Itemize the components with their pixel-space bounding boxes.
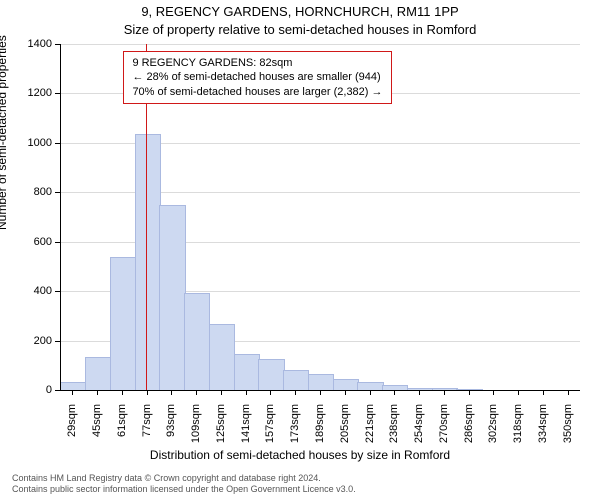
histogram-bar [308,374,334,390]
x-tick-label: 29sqm [66,404,78,464]
x-tick-label: 286sqm [463,404,475,464]
x-tick-label: 93sqm [165,404,177,464]
histogram-bar [110,257,136,390]
y-tick-mark [55,44,60,45]
y-tick-mark [55,93,60,94]
histogram-bar [357,382,383,390]
histogram-bar [209,324,235,390]
y-tick-mark [55,390,60,391]
histogram-bar [60,382,86,390]
x-tick-mark [345,390,346,395]
plot-area: 9 REGENCY GARDENS: 82sqm← 28% of semi-de… [60,44,580,390]
info-box-line: ← 28% of semi-detached houses are smalle… [132,70,382,84]
x-tick-label: 77sqm [141,404,153,464]
x-tick-mark [246,390,247,395]
x-tick-mark [444,390,445,395]
x-tick-label: 109sqm [190,404,202,464]
x-tick-mark [493,390,494,395]
y-tick-mark [55,143,60,144]
y-tick-label: 200 [24,335,52,347]
x-tick-label: 254sqm [413,404,425,464]
histogram-bar [184,293,210,390]
x-tick-mark [518,390,519,395]
x-tick-label: 61sqm [116,404,128,464]
x-tick-mark [221,390,222,395]
y-tick-label: 800 [24,186,52,198]
x-tick-mark [320,390,321,395]
gridline [60,44,580,45]
info-box: 9 REGENCY GARDENS: 82sqm← 28% of semi-de… [123,51,391,104]
y-tick-mark [55,242,60,243]
y-tick-mark [55,341,60,342]
x-tick-label: 125sqm [215,404,227,464]
x-tick-label: 205sqm [339,404,351,464]
y-axis-line [60,44,61,390]
x-tick-mark [394,390,395,395]
x-tick-mark [568,390,569,395]
x-tick-mark [370,390,371,395]
x-tick-mark [171,390,172,395]
histogram-bar [258,359,284,390]
histogram-bar [333,379,359,390]
y-tick-mark [55,291,60,292]
chart-container: 9, REGENCY GARDENS, HORNCHURCH, RM11 1PP… [0,0,600,500]
x-tick-label: 334sqm [537,404,549,464]
x-tick-mark [196,390,197,395]
x-tick-label: 270sqm [438,404,450,464]
histogram-bar [159,205,185,390]
histogram-bar [135,134,161,390]
x-tick-mark [147,390,148,395]
x-tick-label: 141sqm [240,404,252,464]
y-tick-label: 1000 [24,137,52,149]
x-tick-label: 302sqm [487,404,499,464]
x-tick-label: 189sqm [314,404,326,464]
x-tick-mark [543,390,544,395]
y-tick-label: 600 [24,236,52,248]
x-tick-label: 318sqm [512,404,524,464]
footer-line-1: Contains HM Land Registry data © Crown c… [12,473,356,483]
info-box-line: 9 REGENCY GARDENS: 82sqm [132,56,382,70]
y-tick-label: 1400 [24,38,52,50]
y-tick-label: 400 [24,285,52,297]
x-tick-mark [97,390,98,395]
x-tick-label: 238sqm [388,404,400,464]
x-tick-mark [122,390,123,395]
chart-subtitle: Size of property relative to semi-detach… [0,22,600,37]
x-tick-mark [469,390,470,395]
x-tick-label: 157sqm [264,404,276,464]
x-tick-mark [270,390,271,395]
histogram-bar [85,357,111,390]
histogram-bar [234,354,260,390]
x-tick-mark [295,390,296,395]
histogram-bar [283,370,309,390]
chart-title: 9, REGENCY GARDENS, HORNCHURCH, RM11 1PP [0,4,600,19]
footer-line-2: Contains public sector information licen… [12,484,356,494]
x-tick-label: 45sqm [91,404,103,464]
x-tick-label: 350sqm [562,404,574,464]
y-axis-label: Number of semi-detached properties [0,35,9,230]
y-tick-mark [55,192,60,193]
x-tick-mark [419,390,420,395]
info-box-line: 70% of semi-detached houses are larger (… [132,85,382,99]
x-tick-label: 221sqm [364,404,376,464]
footer-attribution: Contains HM Land Registry data © Crown c… [12,473,356,494]
x-tick-mark [72,390,73,395]
y-tick-label: 1200 [24,87,52,99]
x-tick-label: 173sqm [289,404,301,464]
y-tick-label: 0 [24,384,52,396]
